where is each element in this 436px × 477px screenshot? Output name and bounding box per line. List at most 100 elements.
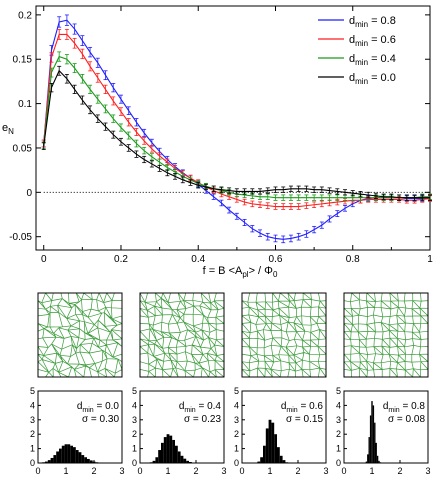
tessellation-network	[343, 292, 429, 378]
histogram-bar	[161, 442, 164, 463]
histogram-y-tick-label: 5	[234, 386, 239, 396]
histogram-bar	[166, 434, 170, 463]
histogram-dmin-label: dmin = 0.0	[77, 401, 120, 414]
histogram-bar	[257, 461, 261, 463]
histogram-y-tick-label: 1	[132, 444, 137, 454]
histogram-x-tick-label: 3	[323, 466, 328, 476]
main-series-group	[41, 14, 432, 244]
histogram-y-tick-label: 2	[30, 429, 35, 439]
histogram-y-tick-label: 5	[132, 386, 137, 396]
main-y-tick-label: 0.05	[13, 143, 33, 154]
histogram-bar	[155, 457, 159, 463]
histogram-bar	[177, 451, 181, 463]
histogram-bar	[70, 445, 73, 463]
histogram-bar	[45, 461, 48, 463]
legend-label: dmin = 0.6	[349, 34, 396, 48]
histogram-sigma-label: σ = 0.30	[82, 414, 119, 425]
histogram-bar	[56, 451, 59, 463]
histogram-bar	[169, 435, 173, 463]
main-x-axis-label: f = B <Apl> / Φ0	[203, 265, 278, 279]
histogram-x-tick-label: 3	[425, 466, 430, 476]
histogram-bar	[189, 461, 192, 463]
histogram-x-tick-label: 0	[239, 466, 244, 476]
series-line-0	[41, 14, 432, 244]
histogram-bar	[274, 434, 277, 463]
histogram-dmin-0.4: 0 1 2 3 0 1 2 3 4 5 dmin = 0.4σ = 0.23	[132, 386, 227, 476]
main-x-tick-label: 0	[41, 254, 47, 265]
histogram-dmin-label: dmin = 0.6	[281, 401, 324, 414]
histogram-x-tick-label: 3	[119, 466, 124, 476]
histogram-dmin-0.0: 0 1 2 3 0 1 2 3 4 5 dmin = 0.0σ = 0.30	[30, 386, 125, 476]
histogram-bar	[271, 422, 275, 463]
histogram-y-tick-label: 2	[336, 429, 341, 439]
histogram-bar	[78, 452, 82, 463]
histogram-bar	[73, 447, 76, 463]
histogram-y-tick-label: 4	[234, 400, 239, 410]
tessellation-network	[139, 292, 225, 378]
histogram-y-tick-label: 2	[132, 429, 137, 439]
histogram-bar	[53, 455, 57, 463]
main-y-axis-label: eN	[2, 122, 14, 136]
main-x-tick-label: 0.4	[191, 254, 205, 265]
histogram-bar	[183, 458, 187, 463]
main-ticks-group: 0 0.2 0.4 0.6 0.8 1 -0.05 0 0.05 0.1 0.15 0.2	[9, 6, 433, 265]
legend-label: dmin = 0.0	[349, 72, 396, 86]
histogram-x-tick-label: 2	[397, 466, 402, 476]
histogram-x-tick-label: 3	[221, 466, 226, 476]
histogram-y-tick-label: 3	[30, 415, 35, 425]
histogram-bar	[260, 457, 263, 463]
histogram-bar	[367, 454, 369, 463]
histogram-bar	[61, 445, 65, 463]
histogram-bar	[75, 450, 79, 463]
tessellation-dmin-0.8	[343, 292, 429, 378]
tessellation-row	[37, 292, 429, 378]
main-x-tick-label: 0.8	[346, 254, 360, 265]
legend-label: dmin = 0.4	[349, 53, 396, 67]
histogram-y-tick-label: 1	[30, 444, 35, 454]
histogram-x-tick-label: 1	[369, 466, 374, 476]
main-y-tick-label: -0.05	[9, 232, 32, 243]
histogram-dmin-label: dmin = 0.4	[179, 401, 222, 414]
histogram-y-tick-label: 5	[336, 386, 341, 396]
histogram-x-tick-label: 0	[137, 466, 142, 476]
histogram-frame	[343, 390, 429, 464]
main-y-tick-label: 0.15	[13, 55, 33, 66]
histogram-bar	[89, 460, 93, 463]
histogram-dmin-label: dmin = 0.8	[383, 401, 426, 414]
histogram-bar	[375, 442, 377, 463]
histogram-bar	[365, 461, 368, 463]
histogram-y-tick-label: 2	[234, 429, 239, 439]
histogram-sigma-label: σ = 0.08	[388, 414, 425, 425]
histogram-x-tick-label: 2	[193, 466, 198, 476]
histogram-bar	[371, 401, 373, 463]
legend: dmin = 0.8 dmin = 0.6 dmin = 0.4 dmin = 0.0	[318, 15, 396, 86]
histogram-y-tick-label: 3	[234, 415, 239, 425]
histogram-frame	[139, 390, 225, 464]
main-plot-frame	[35, 5, 431, 251]
histogram-bar	[81, 455, 85, 463]
histogram-bar	[277, 447, 280, 463]
histogram-frame	[241, 390, 327, 464]
histogram-bar	[368, 437, 370, 463]
histogram-x-tick-label: 2	[295, 466, 300, 476]
tessellation-network	[241, 292, 327, 378]
histogram-bar	[186, 460, 189, 463]
histogram-y-tick-label: 4	[30, 400, 35, 410]
histogram-frame	[37, 390, 123, 464]
histogram-bar	[172, 439, 175, 463]
histogram-dmin-0.8: 0 1 2 3 0 1 2 3 4 5 dmin = 0.8σ = 0.08	[336, 386, 431, 476]
tessellation-frame	[37, 292, 123, 378]
histogram-y-tick-label: 1	[234, 444, 239, 454]
histogram-bar	[158, 450, 161, 463]
tessellation-network	[37, 292, 123, 378]
histogram-y-tick-label: 0	[30, 458, 35, 468]
histogram-y-tick-label: 3	[336, 415, 341, 425]
histogram-bar	[378, 460, 380, 463]
histogram-x-tick-label: 0	[341, 466, 346, 476]
histogram-y-tick-label: 1	[336, 444, 341, 454]
histogram-row: 0 1 2 3 0 1 2 3 4 5 dmin = 0.0σ = 0.30 0 1 2 3 0 1 2 3 4 5 dm…	[30, 386, 431, 476]
histogram-y-tick-label: 4	[336, 400, 341, 410]
main-x-tick-label: 0.2	[114, 254, 128, 265]
histogram-bar	[369, 415, 372, 463]
